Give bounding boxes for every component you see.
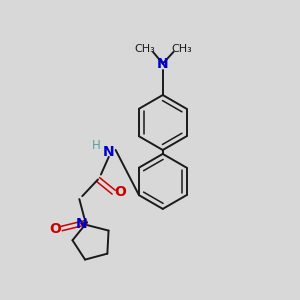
- Text: N: N: [103, 145, 115, 159]
- Text: H: H: [92, 139, 100, 152]
- Text: N: N: [76, 217, 87, 231]
- Text: O: O: [49, 221, 61, 236]
- Text: CH₃: CH₃: [171, 44, 192, 54]
- Text: CH₃: CH₃: [135, 44, 155, 54]
- Text: N: N: [157, 57, 169, 70]
- Text: O: O: [115, 185, 127, 199]
